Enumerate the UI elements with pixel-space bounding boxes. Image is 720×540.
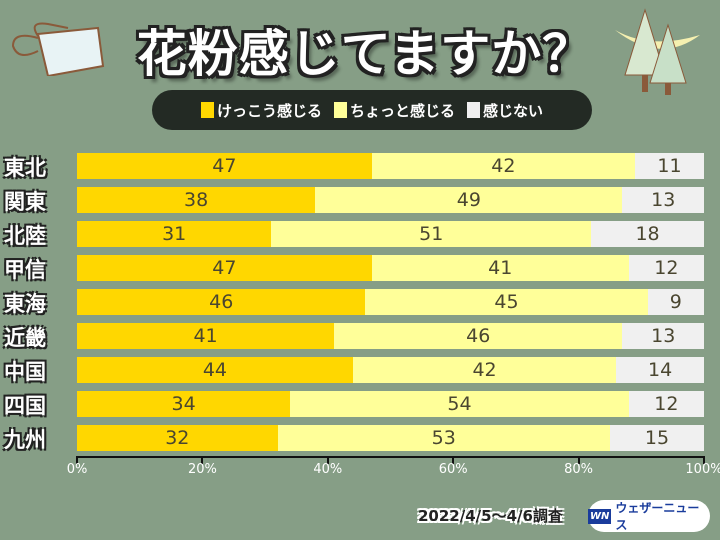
bar-segment: 38 <box>77 187 316 213</box>
legend-label: 感じない <box>483 101 544 120</box>
bar-segment: 9 <box>647 289 704 315</box>
data-label: 15 <box>644 427 670 449</box>
tick-mark <box>326 456 329 464</box>
bar-segment: 15 <box>609 425 704 451</box>
bar-segment: 42 <box>352 357 617 383</box>
trees-icon <box>615 8 700 95</box>
bar-segment: 34 <box>77 391 291 417</box>
legend-label: ちょっと感じる <box>349 101 455 120</box>
bar-segment: 44 <box>77 357 353 383</box>
bar-segment: 41 <box>371 255 629 281</box>
data-label: 47 <box>212 257 237 279</box>
data-label: 14 <box>648 359 673 381</box>
data-label: 34 <box>171 393 196 415</box>
data-label: 44 <box>202 359 228 381</box>
category-label: 東北 <box>4 156 46 180</box>
data-label: 9 <box>669 291 682 313</box>
data-label: 51 <box>419 223 444 245</box>
legend-swatch <box>200 102 214 118</box>
data-label: 42 <box>491 155 516 177</box>
legend-label: けっこう感じる <box>216 101 322 120</box>
data-label: 45 <box>494 291 519 313</box>
data-label: 11 <box>657 155 682 177</box>
bar-segment: 53 <box>277 425 610 451</box>
bar-segment: 13 <box>622 323 704 349</box>
data-label: 41 <box>193 325 218 347</box>
data-label: 41 <box>488 257 513 279</box>
category-label: 関東 <box>4 190 46 214</box>
weathernews-logo: WN ウェザーニュース <box>588 500 710 532</box>
bar-segment: 32 <box>77 425 278 451</box>
bar-segment: 51 <box>271 221 592 247</box>
category-label: 中国 <box>4 360 46 384</box>
bar-segment: 11 <box>635 153 704 179</box>
tick-label: 80% <box>564 462 594 477</box>
legend-swatch <box>333 102 347 118</box>
tick-mark <box>201 456 204 464</box>
data-label: 46 <box>209 291 234 313</box>
tick-label: 0% <box>66 462 88 477</box>
tick-mark <box>703 456 705 464</box>
bar-segment: 45 <box>365 289 648 315</box>
survey-date: 2022/4/5〜4/6調査 <box>418 507 563 525</box>
category-label: 四国 <box>4 394 46 418</box>
category-label: 甲信 <box>4 258 46 282</box>
data-label: 13 <box>651 189 676 211</box>
bar-segment: 12 <box>628 391 704 417</box>
x-axis <box>77 456 704 458</box>
tick-label: 40% <box>313 462 343 477</box>
tick-mark <box>76 456 78 464</box>
legend-item: ちょっと感じる <box>333 100 455 121</box>
legend: けっこう感じる ちょっと感じる 感じない <box>152 90 592 130</box>
bar-segment: 14 <box>616 357 704 383</box>
bar-segment: 42 <box>371 153 636 179</box>
bar-segment: 31 <box>77 221 272 247</box>
chart-title: 花粉感じてますか？ <box>136 25 594 83</box>
tick-label: 100% <box>685 462 720 477</box>
category-label: 北陸 <box>4 224 46 248</box>
bar-segment: 46 <box>334 323 623 349</box>
data-label: 18 <box>635 223 660 245</box>
bar-segment: 13 <box>622 187 704 213</box>
bar-segment: 18 <box>591 221 704 247</box>
data-label: 32 <box>165 427 190 449</box>
data-label: 12 <box>654 257 679 279</box>
legend-item: 感じない <box>467 100 543 121</box>
data-label: 46 <box>466 325 491 347</box>
bar-segment: 47 <box>77 255 372 281</box>
bar-segment: 47 <box>77 153 372 179</box>
data-label: 47 <box>212 155 237 177</box>
tick-mark <box>452 456 455 464</box>
bar-segment: 54 <box>290 391 629 417</box>
data-label: 12 <box>654 393 679 415</box>
category-label: 九州 <box>4 428 46 452</box>
data-label: 49 <box>456 189 481 211</box>
bar-segment: 12 <box>628 255 704 281</box>
bar-segment: 46 <box>77 289 366 315</box>
data-label: 54 <box>447 393 472 415</box>
category-label: 近畿 <box>4 326 46 350</box>
data-label: 42 <box>472 359 497 381</box>
tick-mark <box>577 456 580 464</box>
tick-label: 20% <box>187 462 217 477</box>
mask-icon <box>11 22 105 76</box>
data-label: 31 <box>162 223 187 245</box>
logo-text: ウェザーニュース <box>615 501 700 532</box>
logo-mark: WN <box>588 508 612 524</box>
bar-segment: 49 <box>315 187 623 213</box>
legend-item: けっこう感じる <box>200 100 322 121</box>
data-label: 38 <box>184 189 209 211</box>
category-label: 東海 <box>4 292 46 316</box>
data-label: 13 <box>651 325 676 347</box>
data-label: 53 <box>431 427 456 449</box>
tick-label: 60% <box>438 462 468 477</box>
bar-segment: 41 <box>77 323 335 349</box>
legend-swatch <box>467 102 480 118</box>
